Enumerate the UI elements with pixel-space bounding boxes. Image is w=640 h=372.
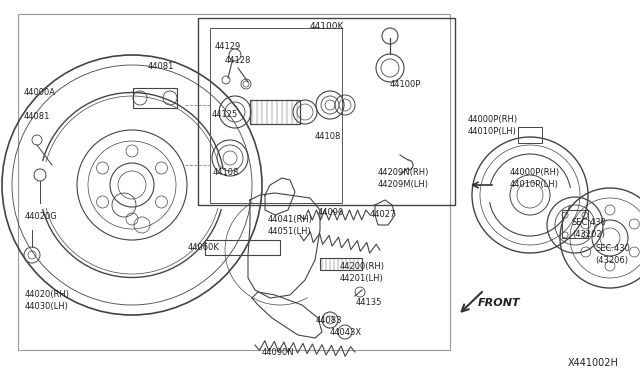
Text: 44041(RH): 44041(RH) [268,215,313,224]
Text: 44200(RH): 44200(RH) [340,262,385,271]
Text: 44129: 44129 [215,42,241,51]
Bar [320,258,362,270]
Bar [133,88,177,108]
Text: 44209N(RH): 44209N(RH) [378,168,429,177]
Text: 44020(RH): 44020(RH) [25,290,70,299]
Text: 44000A: 44000A [24,88,56,97]
Bar [18,14,450,350]
Bar [250,100,300,124]
Text: 44201(LH): 44201(LH) [340,274,384,283]
Text: 44027: 44027 [370,210,396,219]
Text: 44043X: 44043X [330,328,362,337]
Text: (43206): (43206) [595,256,628,265]
Text: 44083: 44083 [316,316,342,325]
Text: 44020G: 44020G [25,212,58,221]
Text: 44108: 44108 [213,168,239,177]
Text: 44081: 44081 [148,62,174,71]
Bar [205,240,280,255]
Text: 44125: 44125 [212,110,238,119]
Text: 44000P(RH): 44000P(RH) [468,115,518,124]
Text: 44000P(RH): 44000P(RH) [510,168,560,177]
Text: 44030(LH): 44030(LH) [25,302,69,311]
Text: SEC.430: SEC.430 [572,218,607,227]
Text: FRONT: FRONT [478,298,520,308]
Text: 44100P: 44100P [390,80,421,89]
Text: 44209M(LH): 44209M(LH) [378,180,429,189]
Bar [198,18,455,205]
Bar [210,28,342,203]
Text: (43202): (43202) [572,230,605,239]
Bar [562,210,588,238]
Text: 44010P(LH): 44010P(LH) [468,127,517,136]
Text: SEC.430: SEC.430 [595,244,630,253]
Text: 44108: 44108 [315,132,341,141]
Text: 44100K: 44100K [310,22,344,31]
Text: 44081: 44081 [24,112,51,121]
Text: 44010P(LH): 44010P(LH) [510,180,559,189]
Text: 44135: 44135 [356,298,382,307]
Text: 44090N: 44090N [262,348,294,357]
Text: X441002H: X441002H [568,358,619,368]
Text: 44060K: 44060K [188,243,220,252]
Text: 44051(LH): 44051(LH) [268,227,312,236]
Text: 44128: 44128 [225,56,252,65]
Bar [518,127,542,143]
Text: 44090: 44090 [318,208,344,217]
